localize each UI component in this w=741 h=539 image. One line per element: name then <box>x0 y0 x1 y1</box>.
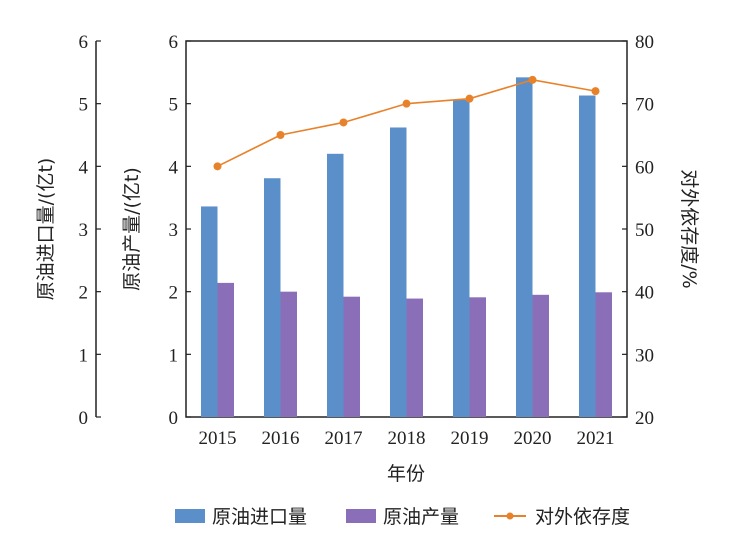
bar-production-2016 <box>280 291 297 417</box>
bar-import-2021 <box>579 95 596 418</box>
right-axis: 20 30 40 50 60 70 80 <box>622 32 654 429</box>
dependency-point-2015 <box>213 162 222 171</box>
legend-label-dependency: 对外依存度 <box>535 506 630 528</box>
inner-left-axis-title: 原油产量/(亿t) <box>121 167 143 291</box>
bar-import-2020 <box>516 77 533 417</box>
right-tick-label: 30 <box>635 345 654 366</box>
bar-production-2017 <box>343 296 360 417</box>
outer-left-tick-label: 3 <box>79 220 89 241</box>
outer-left-tick-label: 5 <box>79 95 89 116</box>
x-tick-label: 2019 <box>451 428 489 449</box>
dependency-point-2018 <box>402 99 411 108</box>
legend-marker-dependency <box>506 512 514 520</box>
right-tick-label: 80 <box>635 32 654 53</box>
right-tick-label: 60 <box>635 157 654 178</box>
bar-production-2015 <box>217 282 234 417</box>
right-tick-label: 70 <box>635 95 654 116</box>
right-tick-label: 50 <box>635 220 654 241</box>
bar-production-2019 <box>469 297 486 417</box>
x-tick-label: 2015 <box>199 428 237 449</box>
inner-left-axis: 0 1 2 3 4 5 6 <box>169 32 191 429</box>
x-axis: 2015 2016 2017 2018 2019 2020 2021 <box>199 428 615 449</box>
legend-label-production: 原油产量 <box>383 506 459 528</box>
right-tick-label: 40 <box>635 283 654 304</box>
x-tick-label: 2020 <box>514 428 552 449</box>
bar-import-2019 <box>453 99 470 417</box>
bar-import-2017 <box>327 153 344 418</box>
inner-left-tick-label: 5 <box>169 95 179 116</box>
right-tick-label: 20 <box>635 408 654 429</box>
right-axis-title: 对外依存度/% <box>678 169 700 288</box>
outer-left-axis-title: 原油进口量/(亿t) <box>35 158 57 301</box>
bar-import-2018 <box>390 127 407 417</box>
dependency-point-2016 <box>276 131 285 139</box>
bar-import-2016 <box>264 178 281 417</box>
legend-swatch-production <box>346 509 376 523</box>
outer-left-axis: 0 1 2 3 4 5 6 <box>79 32 101 429</box>
inner-left-tick-label: 0 <box>169 408 179 429</box>
inner-left-tick-label: 1 <box>169 345 179 366</box>
inner-left-tick-label: 4 <box>169 157 179 178</box>
dependency-point-2021 <box>591 87 600 96</box>
x-tick-label: 2016 <box>262 428 300 449</box>
x-tick-label: 2021 <box>577 428 615 449</box>
bar-import-2015 <box>201 206 218 417</box>
inner-left-tick-label: 3 <box>169 220 179 241</box>
legend-swatch-import <box>175 509 205 523</box>
dependency-point-2017 <box>339 118 348 127</box>
dependency-point-2019 <box>465 94 474 103</box>
outer-left-tick-label: 4 <box>79 157 89 178</box>
outer-left-tick-label: 2 <box>79 283 89 304</box>
x-tick-label: 2018 <box>388 428 426 449</box>
line-series <box>213 75 600 171</box>
inner-left-tick-label: 2 <box>169 283 179 304</box>
inner-left-tick-label: 6 <box>169 32 179 53</box>
outer-left-tick-label: 6 <box>79 32 89 53</box>
x-axis-title: 年份 <box>387 463 425 485</box>
bar-production-2021 <box>595 292 612 417</box>
outer-left-tick-label: 1 <box>79 345 89 366</box>
x-tick-label: 2017 <box>325 428 363 449</box>
bar-production-2018 <box>406 298 423 417</box>
bars <box>201 77 612 418</box>
dependency-point-2020 <box>528 75 537 84</box>
legend-label-import: 原油进口量 <box>212 506 307 528</box>
legend: 原油进口量 原油产量 对外依存度 <box>175 506 630 528</box>
outer-left-tick-label: 0 <box>79 408 89 429</box>
bar-production-2020 <box>532 294 549 417</box>
